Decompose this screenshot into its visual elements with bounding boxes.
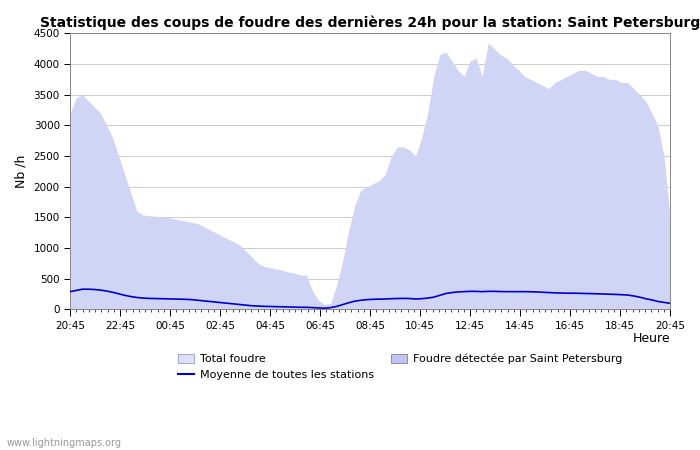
Text: Heure: Heure — [632, 332, 670, 345]
Text: www.lightningmaps.org: www.lightningmaps.org — [7, 438, 122, 448]
Y-axis label: Nb /h: Nb /h — [15, 155, 28, 188]
Legend: Total foudre, Moyenne de toutes les stations, Foudre détectée par Saint Petersbu: Total foudre, Moyenne de toutes les stat… — [178, 354, 622, 380]
Title: Statistique des coups de foudre des dernières 24h pour la station: Saint Petersb: Statistique des coups de foudre des dern… — [40, 15, 700, 30]
